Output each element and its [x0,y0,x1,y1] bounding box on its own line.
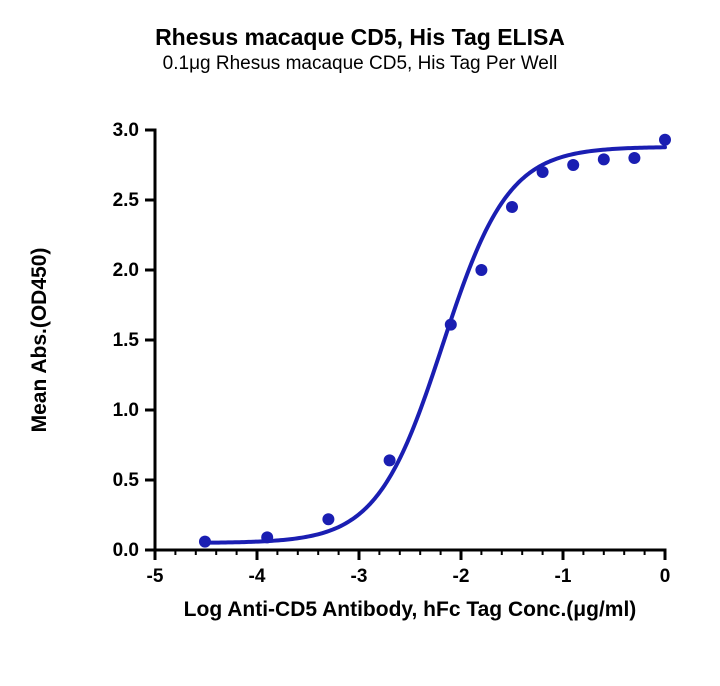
x-tick-label: 0 [645,566,685,588]
x-tick-label: -5 [135,566,175,588]
y-tick-label: 1.0 [113,400,139,422]
y-tick-label: 1.5 [113,330,139,352]
x-tick-label: -4 [237,566,277,588]
x-tick-label: -3 [339,566,379,588]
x-tick-label: -1 [543,566,583,588]
y-tick-label: 0.5 [113,470,139,492]
y-tick-label: 3.0 [113,120,139,142]
x-tick-label: -2 [441,566,481,588]
y-tick-label: 0.0 [113,540,139,562]
y-tick-label: 2.0 [113,260,139,282]
y-tick-label: 2.5 [113,190,139,212]
